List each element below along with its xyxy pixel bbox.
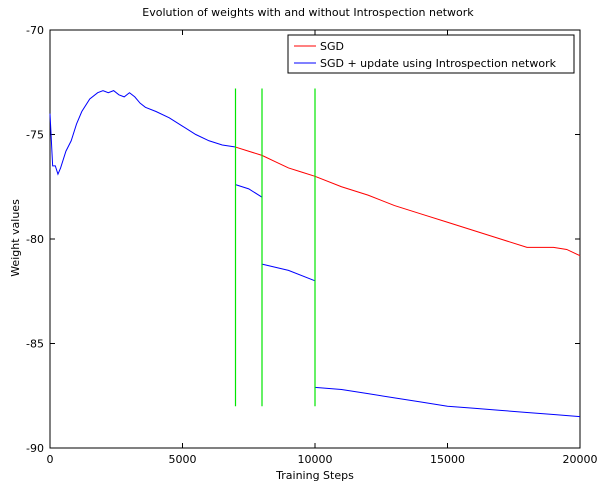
x-tick-label: 0 [47, 453, 54, 466]
x-tick-label: 5000 [169, 453, 197, 466]
axis-ticks: 0 5000 10000 15000 20000 -90 -85 -80 -75 -70 [26, 24, 597, 466]
y-axis-label: Weight values [9, 199, 22, 277]
x-tick-label: 20000 [563, 453, 597, 466]
vertical-markers [234, 88, 316, 407]
y-tick-label: -75 [26, 129, 44, 142]
x-axis-label: Training Steps [275, 469, 354, 482]
x-tick-label: 10000 [298, 453, 333, 466]
series-1-line-segment-1 [235, 184, 263, 198]
series-1-line-segment-2 [261, 263, 316, 282]
series-1-line-segment-0 [49, 90, 236, 176]
chart-title: Evolution of weights with and without In… [142, 6, 474, 19]
series-layer [49, 90, 581, 418]
series-0-line [235, 146, 581, 257]
legend-label: SGD + update using Introspection network [320, 57, 557, 70]
y-tick-label: -90 [26, 442, 44, 455]
y-tick-label: -80 [26, 233, 44, 246]
series-1-line-segment-3 [314, 386, 581, 418]
x-tick-label: 15000 [430, 453, 465, 466]
y-tick-label: -70 [26, 24, 44, 37]
legend: SGD SGD + update using Introspection netw… [287, 34, 575, 74]
legend-box [287, 34, 575, 74]
y-tick-label: -85 [26, 338, 44, 351]
legend-label: SGD [320, 40, 344, 53]
